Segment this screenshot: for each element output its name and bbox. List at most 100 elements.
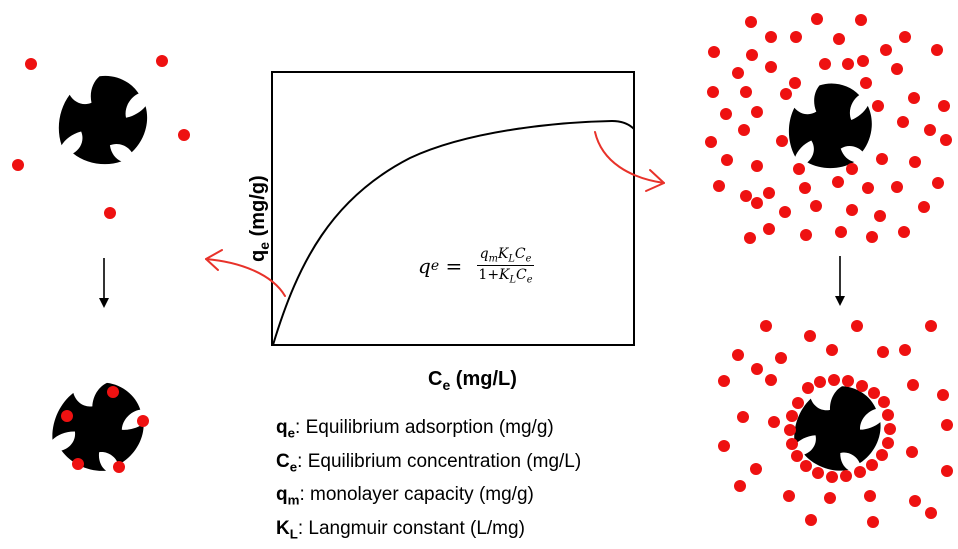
adsorbate-dot-icon: [814, 376, 826, 388]
eq-num-k: K: [497, 246, 509, 262]
legend-subscript: L: [289, 526, 298, 542]
adsorbate-dot-icon: [878, 396, 890, 408]
adsorbate-dot-icon: [833, 33, 845, 45]
adsorbate-dot-icon: [842, 375, 854, 387]
symbol-legend: qe: Equilibrium adsorption (mg/g) Ce: Eq…: [276, 414, 581, 549]
adsorbate-dot-icon: [846, 204, 858, 216]
legend-symbol: C: [276, 450, 290, 472]
adsorbate-dot-icon: [828, 374, 840, 386]
adsorbate-dot-icon: [61, 410, 73, 422]
adsorbate-dot-icon: [882, 409, 894, 421]
adsorbate-dot-icon: [25, 58, 37, 70]
adsorbate-dot-icon: [721, 154, 733, 166]
adsorbate-dot-icon: [791, 450, 803, 462]
adsorbate-dot-icon: [938, 100, 950, 112]
eq-num-c: C: [514, 246, 526, 262]
adsorbate-dot-icon: [937, 389, 949, 401]
adsorbate-dot-icon: [907, 379, 919, 391]
legend-text: : Langmuir constant (L/mg): [297, 517, 525, 539]
legend-row: qe: Equilibrium adsorption (mg/g): [276, 414, 581, 448]
adsorbate-dot-icon: [779, 206, 791, 218]
adsorbate-dot-icon: [793, 163, 805, 175]
adsorbate-dot-icon: [884, 423, 896, 435]
eq-num-q: q: [479, 246, 489, 262]
adsorbate-dot-icon: [908, 92, 920, 104]
eq-num-k-sub: L: [508, 253, 515, 265]
adsorbate-dot-icon: [738, 124, 750, 136]
adsorbate-dot-icon: [765, 374, 777, 386]
legend-text: : Equilibrium adsorption (mg/g): [295, 417, 554, 438]
adsorbate-dot-icon: [137, 415, 149, 427]
adsorbate-dot-icon: [786, 410, 798, 422]
adsorbate-dot-icon: [867, 516, 879, 528]
adsorbate-dot-icon: [864, 490, 876, 502]
adsorbate-dot-icon: [857, 55, 869, 67]
adsorbate-dot-icon: [113, 461, 125, 473]
adsorbate-dot-icon: [874, 210, 886, 222]
adsorbate-dot-icon: [156, 55, 168, 67]
adsorbate-dot-icon: [768, 416, 780, 428]
adsorbate-dot-icon: [760, 320, 772, 332]
adsorbate-dot-icon: [842, 58, 854, 70]
adsorbate-dot-icon: [840, 470, 852, 482]
adsorbate-dot-icon: [780, 88, 792, 100]
legend-symbol: K: [276, 517, 290, 539]
legend-symbol: q: [276, 484, 288, 506]
legend-row: KL: Langmuir constant (L/mg): [276, 515, 581, 549]
eq-den-k: K: [499, 267, 510, 284]
legend-text: : monolayer capacity (mg/g): [299, 484, 534, 506]
adsorbate-dot-icon: [909, 156, 921, 168]
adsorbate-dot-icon: [737, 411, 749, 423]
legend-row: Ce: Equilibrium concentration (mg/L): [276, 448, 581, 482]
adsorbate-dot-icon: [918, 201, 930, 213]
adsorbate-dot-icon: [909, 495, 921, 507]
adsorbate-dot-icon: [740, 86, 752, 98]
adsorbate-dot-icon: [800, 229, 812, 241]
adsorbate-dot-icon: [763, 223, 775, 235]
adsorbate-dot-icon: [868, 387, 880, 399]
adsorbate-dot-icon: [932, 177, 944, 189]
eq-num-q-sub: m: [488, 253, 498, 265]
adsorbate-dot-icon: [899, 344, 911, 356]
adsorbate-dot-icon: [799, 182, 811, 194]
adsorbate-dot-icon: [765, 31, 777, 43]
red-arrow-icon: [594, 131, 665, 192]
adsorbent-particle-icon: [58, 75, 148, 165]
eq-den-prefix: 1+: [478, 267, 500, 284]
adsorbent-particle-icon: [781, 77, 879, 175]
adsorbate-dot-icon: [751, 106, 763, 118]
adsorbate-dot-icon: [855, 14, 867, 26]
adsorbate-dot-icon: [72, 458, 84, 470]
adsorbate-dot-icon: [860, 77, 872, 89]
eq-fraction: qmKLCe 1+KLCe: [476, 246, 535, 286]
adsorbate-dot-icon: [12, 159, 24, 171]
adsorbate-dot-icon: [824, 492, 836, 504]
adsorbent-particle-icon: [44, 371, 154, 481]
adsorbate-dot-icon: [734, 480, 746, 492]
adsorbate-dot-icon: [925, 507, 937, 519]
legend-row: qm: monolayer capacity (mg/g): [276, 481, 581, 515]
adsorbate-dot-icon: [899, 31, 911, 43]
y-axis-unit: (mg/g): [247, 175, 269, 242]
adsorbate-dot-icon: [751, 160, 763, 172]
adsorbate-dot-icon: [826, 344, 838, 356]
adsorbate-dot-icon: [925, 320, 937, 332]
adsorbate-dot-icon: [891, 63, 903, 75]
adsorbate-dot-icon: [882, 437, 894, 449]
adsorbate-dot-icon: [750, 463, 762, 475]
y-axis-symbol: q: [247, 249, 269, 262]
adsorbate-dot-icon: [802, 382, 814, 394]
legend-text: : Equilibrium concentration (mg/L): [297, 450, 582, 472]
adsorbate-dot-icon: [800, 460, 812, 472]
plot-frame: [271, 71, 635, 346]
adsorbate-dot-icon: [862, 182, 874, 194]
adsorbate-dot-icon: [720, 108, 732, 120]
x-axis-label: Ce (mg/L): [428, 368, 517, 393]
adsorbate-dot-icon: [776, 135, 788, 147]
eq-den-c-sub: e: [526, 274, 533, 286]
adsorbate-dot-icon: [812, 467, 824, 479]
adsorbate-dot-icon: [941, 465, 953, 477]
legend-subscript: m: [287, 492, 300, 508]
adsorbate-dot-icon: [707, 86, 719, 98]
adsorbate-dot-icon: [854, 466, 866, 478]
